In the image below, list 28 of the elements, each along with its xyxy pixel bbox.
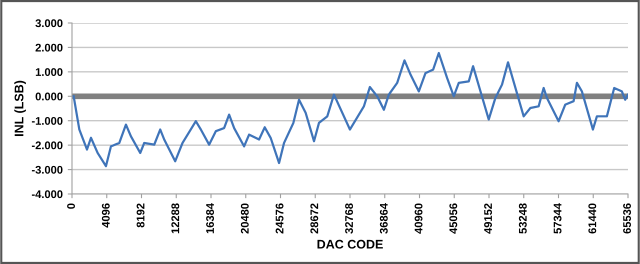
x-tick-label: 4096 xyxy=(102,203,110,228)
y-tick-label: -1.000 xyxy=(32,116,63,125)
x-tick-label: 32768 xyxy=(345,203,353,234)
x-tick-label: 36864 xyxy=(380,203,388,234)
x-tick-label: 53248 xyxy=(518,203,527,234)
y-tick-label: 1.000 xyxy=(36,68,63,76)
x-tick-label: 45056 xyxy=(449,203,458,234)
x-tick-label: 40960 xyxy=(414,203,422,234)
x-tick-label: 0 xyxy=(67,203,75,209)
y-tick-label: 2.000 xyxy=(36,44,63,52)
x-tick-label: 57344 xyxy=(554,203,562,234)
x-tick-label: 61440 xyxy=(588,203,596,234)
x-tick-label: 16384 xyxy=(206,203,214,234)
y-tick-label: -4.000 xyxy=(32,190,63,198)
x-tick-label: 12288 xyxy=(171,203,180,234)
x-tick-label: 8192 xyxy=(136,203,144,228)
x-tick-label: 20480 xyxy=(240,203,249,234)
y-tick-label: 3.000 xyxy=(35,19,63,28)
y-tick-label: -3.000 xyxy=(32,166,63,174)
x-tick-label: 49152 xyxy=(484,203,492,234)
y-tick-label: -2.000 xyxy=(32,141,63,150)
x-axis-title: DAC CODE xyxy=(318,240,383,249)
x-tick-label: 65536 xyxy=(623,203,631,234)
y-axis-title: INL (LSB) xyxy=(14,80,26,136)
line-series xyxy=(72,52,628,168)
x-tick-label: 24576 xyxy=(276,203,284,234)
x-tick-label: 28672 xyxy=(310,203,318,234)
y-tick-label: 0.000 xyxy=(36,92,63,100)
